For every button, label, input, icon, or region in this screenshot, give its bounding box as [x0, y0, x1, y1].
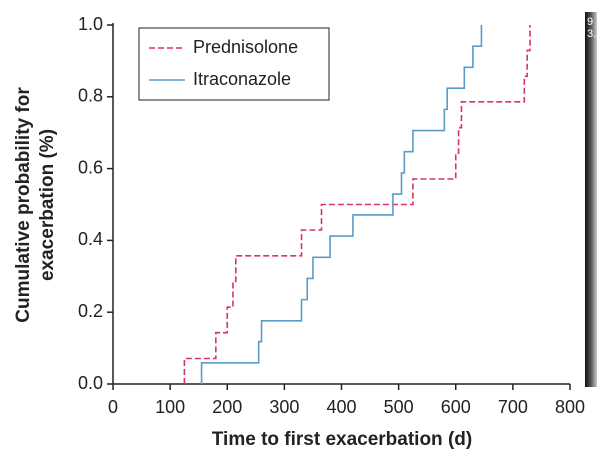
side-panel-image [585, 12, 597, 387]
y-tick-label: 0.0 [78, 373, 103, 393]
y-tick-label: 1.0 [78, 14, 103, 34]
y-tick-label: 0.6 [78, 157, 103, 177]
x-tick-label: 0 [108, 397, 118, 417]
y-tick-label: 0.4 [78, 229, 103, 249]
x-tick-label: 500 [384, 397, 414, 417]
side-panel-text: 9 [587, 16, 593, 28]
x-tick-label: 700 [498, 397, 528, 417]
x-axis-label: Time to first exacerbation (d) [212, 429, 472, 450]
legend-label: Prednisolone [193, 37, 298, 57]
legend-label: Itraconazole [193, 69, 291, 89]
x-tick-label: 800 [555, 397, 585, 417]
step-line [200, 25, 483, 384]
side-panel-text: 3. [587, 28, 596, 40]
x-tick-label: 300 [269, 397, 299, 417]
y-axis-label: Cumulative probability for [13, 87, 34, 323]
y-axis-label: exacerbation (%) [37, 129, 58, 281]
x-tick-label: 400 [326, 397, 356, 417]
legend-box [138, 27, 330, 101]
y-tick-label: 0.2 [78, 301, 103, 321]
x-tick-label: 100 [155, 397, 185, 417]
step-line [183, 25, 531, 384]
x-tick-label: 600 [441, 397, 471, 417]
x-tick-label: 200 [212, 397, 242, 417]
y-tick-label: 0.8 [78, 86, 103, 106]
